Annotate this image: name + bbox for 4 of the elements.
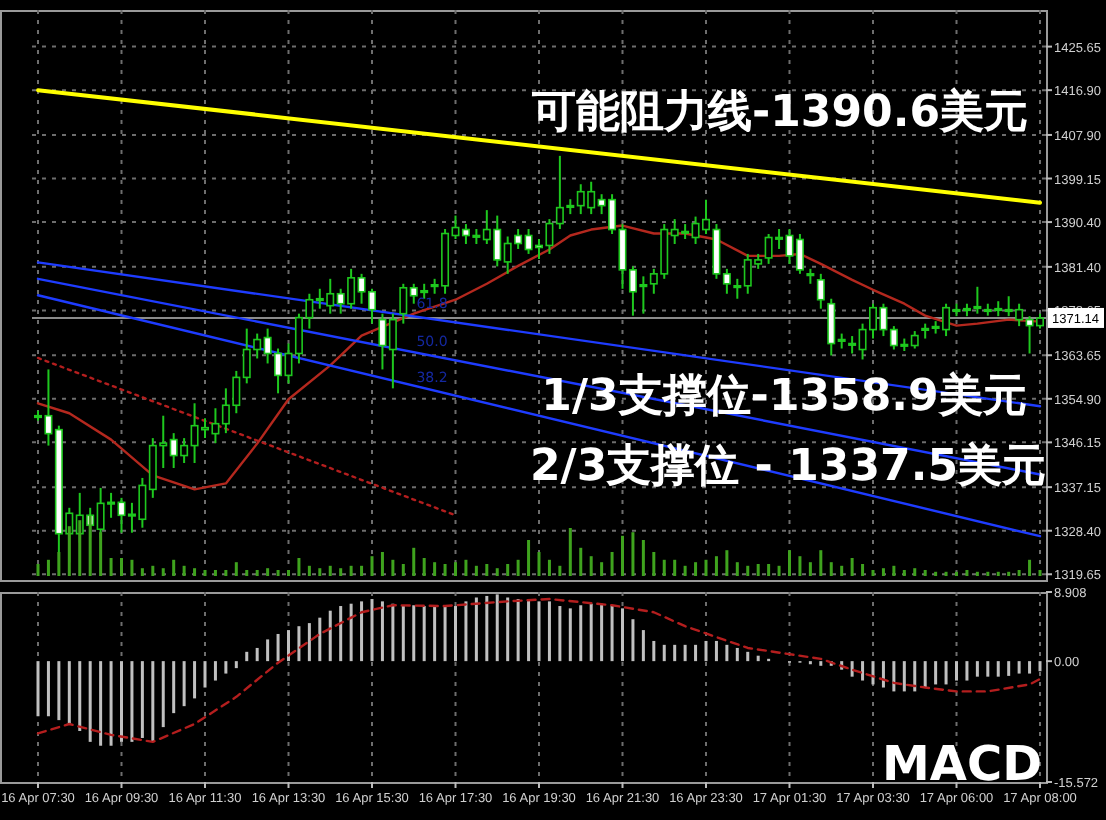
annotation: 可能阻力线-1390.6美元 [529,86,1029,138]
candlestick [816,272,825,310]
line-series [36,597,1042,744]
text: MACD [882,736,1042,792]
